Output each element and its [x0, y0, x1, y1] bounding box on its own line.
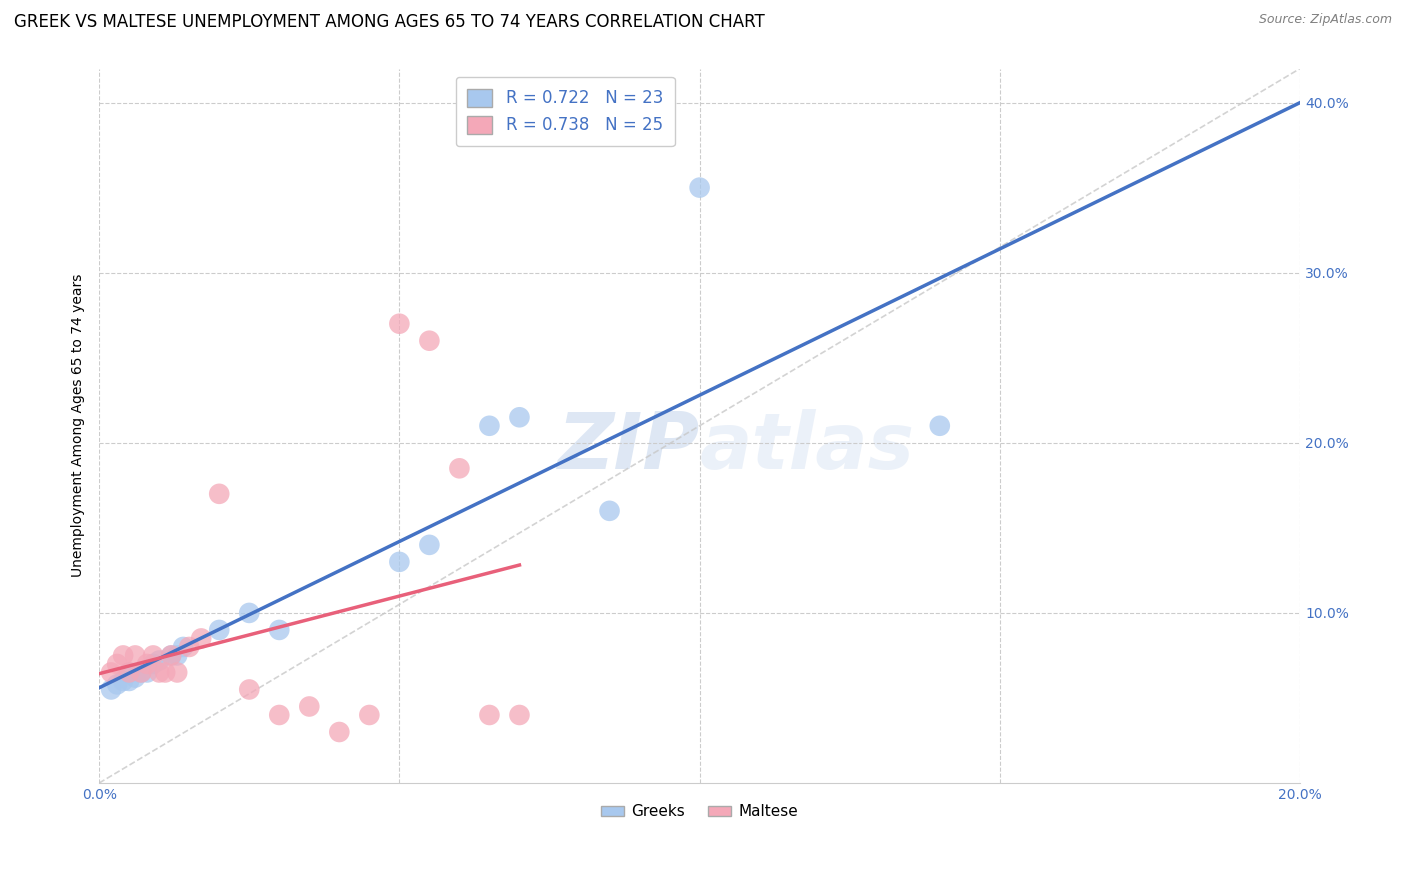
Y-axis label: Unemployment Among Ages 65 to 74 years: Unemployment Among Ages 65 to 74 years	[72, 274, 86, 577]
Point	[238, 682, 260, 697]
Point	[105, 657, 128, 671]
Point	[136, 665, 159, 680]
Point	[449, 461, 471, 475]
Point	[172, 640, 194, 654]
Point	[298, 699, 321, 714]
Point	[112, 648, 135, 663]
Point	[328, 725, 350, 739]
Point	[269, 708, 291, 723]
Text: Source: ZipAtlas.com: Source: ZipAtlas.com	[1258, 13, 1392, 27]
Text: GREEK VS MALTESE UNEMPLOYMENT AMONG AGES 65 TO 74 YEARS CORRELATION CHART: GREEK VS MALTESE UNEMPLOYMENT AMONG AGES…	[14, 13, 765, 31]
Point	[112, 673, 135, 688]
Point	[118, 665, 141, 680]
Point	[124, 671, 146, 685]
Point	[148, 654, 170, 668]
Point	[388, 317, 411, 331]
Point	[689, 180, 711, 194]
Point	[142, 657, 165, 671]
Point	[160, 648, 183, 663]
Point	[478, 418, 501, 433]
Point	[418, 538, 440, 552]
Point	[129, 665, 152, 680]
Point	[928, 418, 950, 433]
Point	[136, 657, 159, 671]
Point	[100, 665, 122, 680]
Point	[179, 640, 201, 654]
Point	[160, 648, 183, 663]
Point	[129, 665, 152, 680]
Legend: Greeks, Maltese: Greeks, Maltese	[595, 798, 804, 825]
Point	[148, 665, 170, 680]
Point	[508, 708, 530, 723]
Point	[388, 555, 411, 569]
Point	[208, 623, 231, 637]
Point	[142, 648, 165, 663]
Point	[208, 487, 231, 501]
Point	[269, 623, 291, 637]
Point	[359, 708, 381, 723]
Point	[118, 665, 141, 680]
Point	[418, 334, 440, 348]
Text: ZIP: ZIP	[557, 409, 700, 485]
Point	[478, 708, 501, 723]
Point	[118, 673, 141, 688]
Point	[124, 648, 146, 663]
Point	[100, 682, 122, 697]
Text: atlas: atlas	[700, 409, 915, 485]
Point	[508, 410, 530, 425]
Point	[166, 648, 188, 663]
Point	[153, 665, 176, 680]
Point	[238, 606, 260, 620]
Point	[166, 665, 188, 680]
Point	[190, 632, 212, 646]
Point	[105, 677, 128, 691]
Point	[599, 504, 621, 518]
